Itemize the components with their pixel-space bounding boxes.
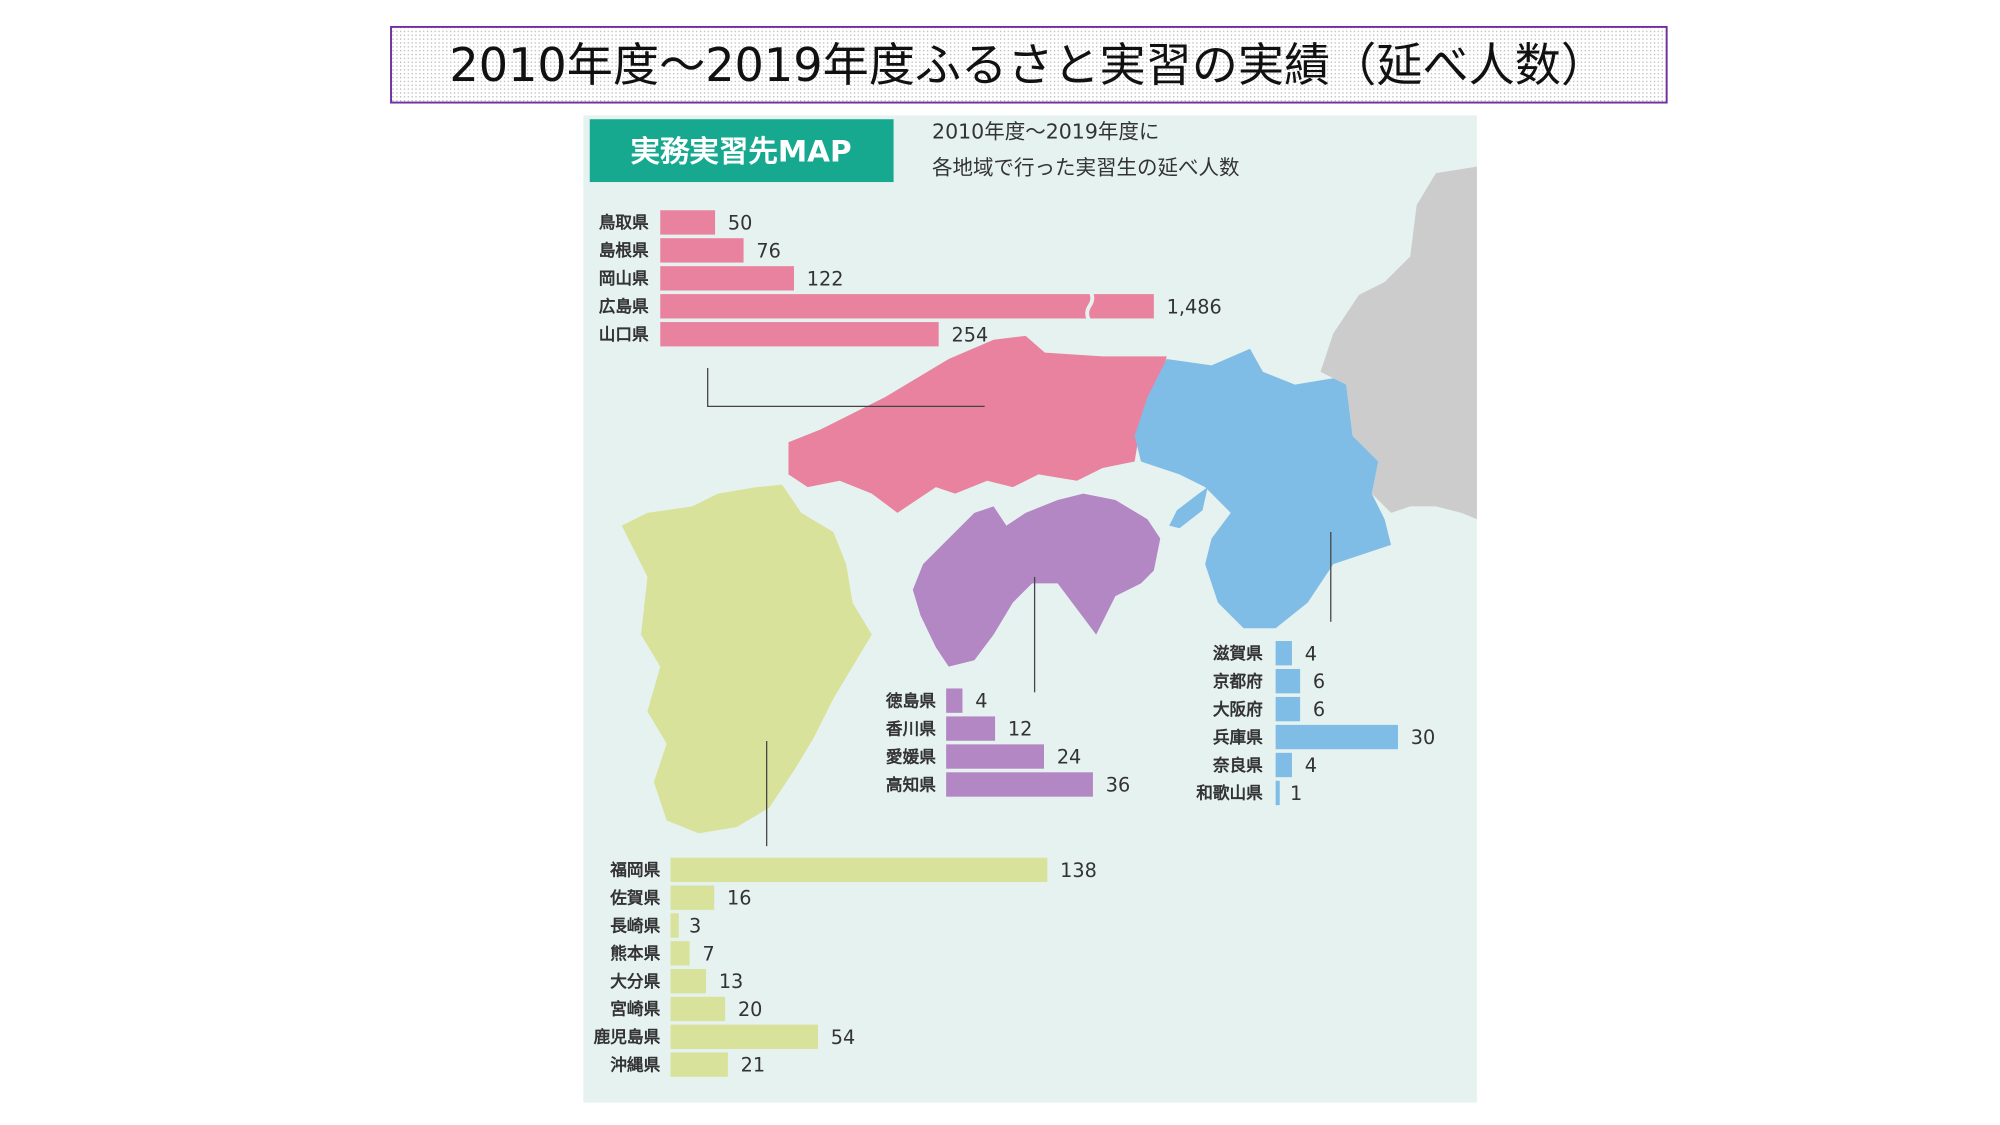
bar-value: 36 (1106, 774, 1130, 797)
bar (1275, 668, 1301, 694)
bar (946, 744, 1044, 769)
axis-break-mark (1085, 289, 1095, 323)
bar (1275, 752, 1292, 778)
bar-value: 21 (741, 1054, 765, 1077)
bar (946, 716, 996, 741)
kyushu-region (621, 484, 872, 834)
bar (660, 266, 794, 291)
bar-label: 鳥取県 (599, 212, 649, 232)
bar-label: 長崎県 (610, 915, 660, 935)
bar-label: 島根県 (599, 240, 649, 260)
bar (670, 941, 690, 966)
bar (670, 913, 679, 938)
bar-value: 13 (719, 970, 743, 993)
bar-label: 熊本県 (610, 943, 660, 963)
bar (660, 210, 716, 235)
bar-value: 6 (1313, 698, 1325, 721)
bar-label: 宮崎県 (610, 999, 660, 1019)
bar (660, 294, 1154, 319)
bar-value: 12 (1008, 718, 1032, 741)
bar-value: 20 (738, 998, 762, 1021)
bar-value: 1,486 (1167, 295, 1222, 318)
chubu-region (1320, 166, 1477, 520)
bar-value: 7 (702, 942, 714, 965)
bar-value: 3 (689, 915, 701, 938)
bar-label: 広島県 (599, 296, 649, 316)
bar-value: 1 (1290, 782, 1302, 805)
bar-label: 兵庫県 (1213, 727, 1263, 747)
bar-label: 愛媛県 (886, 746, 936, 766)
bar-value: 30 (1411, 726, 1435, 749)
subtitle-line1: 2010年度～2019年度に (932, 119, 1159, 143)
badge-text: 実務実習先MAP (630, 135, 851, 169)
bar-value: 122 (807, 267, 844, 290)
bar (1275, 641, 1292, 666)
bar (670, 968, 707, 994)
bar-value: 50 (728, 211, 752, 234)
bar-label: 奈良県 (1212, 755, 1263, 775)
awaji-island (1169, 487, 1208, 529)
bar (1275, 696, 1301, 722)
chugoku-leader-line (707, 367, 985, 408)
badge (589, 119, 894, 183)
bar (670, 1052, 728, 1077)
bar (670, 857, 1048, 883)
bar-label: 和歌山県 (1196, 783, 1263, 803)
bar (660, 238, 744, 263)
bar (670, 1024, 818, 1049)
bar-label: 岡山県 (599, 269, 649, 288)
bar (946, 688, 963, 713)
bar-value: 76 (756, 239, 780, 262)
bar-value: 16 (727, 887, 751, 910)
bar-label: 香川県 (886, 719, 936, 738)
bar-label: 大阪府 (1213, 699, 1263, 719)
bar-value: 24 (1057, 746, 1081, 769)
bar-label: 福岡県 (609, 860, 660, 880)
bar-value: 4 (1305, 642, 1317, 665)
bar-value: 54 (831, 1026, 855, 1049)
bar-label: 大分県 (610, 971, 660, 991)
bar (670, 996, 726, 1022)
bar-label: 鹿児島県 (594, 1027, 661, 1047)
slide-title: 2010年度～2019年度ふるさと実習の実績（延べ人数） (449, 38, 1607, 92)
bar (946, 772, 1093, 797)
bar-value: 4 (1305, 754, 1317, 777)
slide-title-box: 2010年度～2019年度ふるさと実習の実績（延べ人数） (390, 25, 1668, 104)
bar-label: 京都府 (1213, 671, 1263, 691)
bar (660, 322, 939, 347)
bar-label: 沖縄県 (610, 1054, 660, 1074)
kinki-region (1134, 348, 1392, 629)
bar-label: 滋賀県 (1213, 643, 1263, 663)
subtitle-line2: 各地域で行った実習生の延べ人数 (932, 155, 1240, 179)
chugoku-region (788, 335, 1167, 513)
bar (1275, 724, 1398, 750)
bar (1275, 780, 1280, 806)
shikoku-region (912, 493, 1161, 667)
bar-label: 山口県 (599, 325, 649, 344)
bar (670, 885, 715, 910)
bar-label: 徳島県 (885, 690, 936, 710)
bar-value: 138 (1060, 859, 1097, 882)
bar-label: 高知県 (886, 774, 936, 794)
bar-value: 4 (975, 690, 987, 713)
map-panel: 実務実習先MAP 2010年度～2019年度に 各地域で行った実習生の延べ人数 … (583, 115, 1477, 1103)
bar-label: 佐賀県 (609, 887, 660, 907)
bar-value: 254 (952, 323, 989, 346)
bar-value: 6 (1313, 670, 1325, 693)
